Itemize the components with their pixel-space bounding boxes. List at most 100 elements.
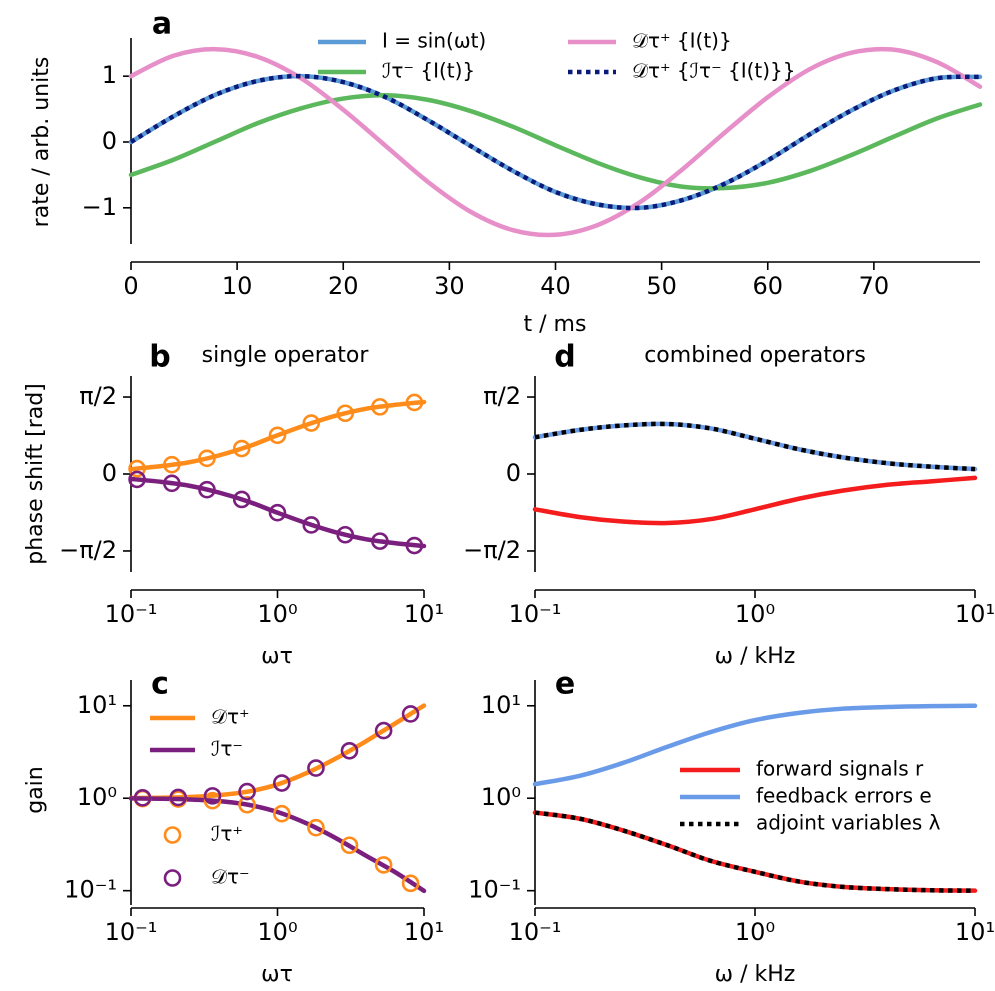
marker <box>133 789 152 807</box>
marker <box>374 856 393 874</box>
x-tick-label: 10⁻¹ <box>509 918 562 946</box>
y-tick-label: 0 <box>102 127 117 155</box>
line <box>534 421 976 472</box>
marker <box>198 480 216 499</box>
y-tick-label: 0 <box>506 459 521 487</box>
x-tick-label: 30 <box>434 272 465 300</box>
marker <box>268 503 287 522</box>
x-tick-label: 50 <box>646 272 677 300</box>
legend-label: ℐτ⁻ {I(t)} <box>382 59 475 83</box>
marker <box>163 455 181 474</box>
line <box>532 475 978 526</box>
marker <box>238 795 256 814</box>
legend-label: forward signals r <box>756 757 924 781</box>
marker <box>307 818 325 837</box>
marker <box>238 782 256 801</box>
marker <box>401 705 420 723</box>
y-tick-label: −1 <box>82 193 117 221</box>
x-tick-label: 0 <box>123 272 138 300</box>
x-tick-label: 10⁰ <box>735 918 775 946</box>
panel-title: combined operators <box>644 343 866 368</box>
line <box>129 73 981 211</box>
x-tick-label: 10¹ <box>955 600 995 628</box>
y-axis-label: gain <box>23 766 48 814</box>
marker <box>405 393 424 412</box>
marker <box>232 439 251 458</box>
x-tick-label: 10¹ <box>404 918 444 946</box>
marker <box>273 804 291 823</box>
y-axis-label: phase shift [rad] <box>23 383 48 565</box>
legend-marker <box>163 826 182 844</box>
line <box>128 796 427 894</box>
y-tick-label: 10⁰ <box>77 783 117 811</box>
marker <box>273 774 291 792</box>
marker <box>405 536 424 555</box>
x-axis-label: ω / kHz <box>715 644 796 669</box>
line <box>128 92 983 191</box>
line <box>534 810 976 893</box>
x-tick-label: 60 <box>752 272 783 300</box>
marker <box>163 474 181 493</box>
y-tick-label: 1 <box>102 61 117 89</box>
y-tick-label: 10¹ <box>481 691 521 719</box>
y-tick-label: 10⁻¹ <box>468 876 521 904</box>
x-tick-label: 20 <box>328 272 359 300</box>
legend-label: feedback errors e <box>756 784 932 808</box>
legend-label: 𝒟τ⁺ {I(t)} <box>632 29 732 53</box>
marker <box>371 398 389 416</box>
x-axis-label: t / ms <box>524 312 587 337</box>
marker <box>232 490 251 509</box>
x-tick-label: 40 <box>540 272 571 300</box>
x-tick-label: 10⁻¹ <box>105 918 158 946</box>
x-tick-label: 10¹ <box>404 600 444 628</box>
marker <box>198 449 216 468</box>
x-tick-label: 10⁻¹ <box>105 600 158 628</box>
x-tick-label: 10¹ <box>955 918 995 946</box>
legend-label: ℐτ⁻ <box>211 737 243 761</box>
panel-label: c <box>151 667 169 702</box>
marker <box>340 741 359 760</box>
marker <box>203 787 222 805</box>
marker <box>169 788 188 807</box>
x-axis-label: ωτ <box>261 962 293 987</box>
marker <box>203 791 222 810</box>
marker <box>374 721 393 740</box>
y-tick-label: π/2 <box>79 382 117 410</box>
panel-label: d <box>554 340 575 375</box>
x-axis-label: ωτ <box>261 644 293 669</box>
x-axis-label: ω / kHz <box>715 962 796 987</box>
marker <box>307 759 325 777</box>
line <box>128 46 983 238</box>
x-tick-label: 10⁰ <box>257 600 297 628</box>
marker <box>302 516 321 534</box>
panel-label: e <box>555 667 575 702</box>
marker <box>336 525 355 544</box>
legend-label: 𝒟τ⁻ <box>211 865 250 889</box>
x-tick-label: 10⁰ <box>735 600 775 628</box>
marker <box>302 414 321 432</box>
legend-marker <box>163 869 182 887</box>
y-tick-label: 10⁰ <box>481 783 521 811</box>
x-tick-label: 10⁰ <box>257 918 297 946</box>
line <box>128 476 427 549</box>
x-tick-label: 10⁻¹ <box>509 600 562 628</box>
marker <box>128 470 146 489</box>
panel-label: a <box>152 7 172 42</box>
y-tick-label: 10¹ <box>77 691 117 719</box>
legend-label: 𝒟τ⁺ {ℐτ⁻ {I(t)}} <box>632 59 796 83</box>
marker <box>336 404 355 423</box>
marker <box>128 459 146 478</box>
y-tick-label: −π/2 <box>463 536 521 564</box>
legend-label: 𝒟τ⁺ <box>211 705 250 729</box>
y-tick-label: 10⁻¹ <box>64 876 117 904</box>
marker <box>340 836 359 855</box>
legend-label: I = sin(ωt) <box>382 29 486 53</box>
line <box>128 399 427 472</box>
y-tick-label: −π/2 <box>59 536 117 564</box>
marker <box>268 426 287 445</box>
line <box>128 73 983 211</box>
x-tick-label: 70 <box>859 272 890 300</box>
x-tick-label: 10 <box>222 272 253 300</box>
panel-label: b <box>149 340 170 375</box>
